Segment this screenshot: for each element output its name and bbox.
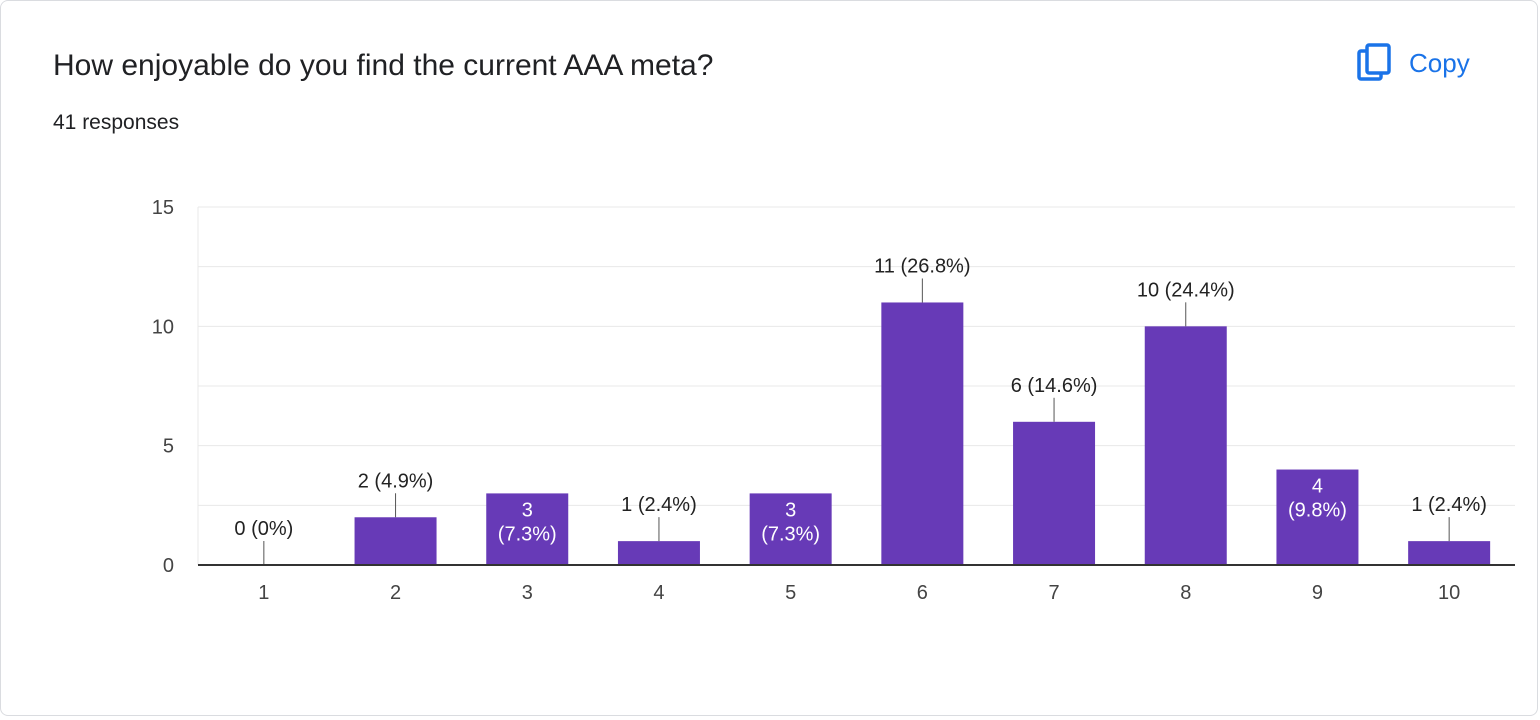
x-tick-label: 1 bbox=[258, 582, 269, 604]
x-tick-label: 6 bbox=[917, 582, 928, 604]
bar bbox=[486, 493, 569, 565]
copy-icon bbox=[1357, 43, 1391, 81]
data-label: 10 (24.4%) bbox=[1137, 279, 1235, 301]
x-tick-label: 3 bbox=[522, 582, 533, 604]
data-label: 0 (0%) bbox=[234, 518, 293, 540]
data-label: 1 (2.4%) bbox=[1411, 494, 1487, 516]
y-tick-label: 5 bbox=[163, 436, 174, 458]
copy-button[interactable]: Copy bbox=[1349, 39, 1478, 87]
data-label: (7.3%) bbox=[761, 523, 820, 545]
bar bbox=[617, 541, 700, 565]
data-label: 3 bbox=[785, 499, 796, 521]
data-label: 11 (26.8%) bbox=[874, 255, 970, 277]
question-title: How enjoyable do you find the current AA… bbox=[53, 49, 714, 82]
y-tick-label: 0 bbox=[163, 555, 174, 577]
data-label: 2 (4.9%) bbox=[358, 470, 434, 492]
data-label: 1 (2.4%) bbox=[621, 494, 697, 516]
bar bbox=[1144, 326, 1227, 565]
data-label: 3 bbox=[522, 499, 533, 521]
x-tick-label: 4 bbox=[653, 582, 664, 604]
x-tick-label: 5 bbox=[785, 582, 796, 604]
x-tick-label: 8 bbox=[1180, 582, 1191, 604]
data-label: (7.3%) bbox=[498, 523, 557, 545]
y-tick-label: 15 bbox=[152, 197, 174, 219]
copy-label: Copy bbox=[1409, 47, 1470, 78]
data-label: 6 (14.6%) bbox=[1011, 375, 1098, 397]
x-tick-label: 2 bbox=[390, 582, 401, 604]
x-tick-label: 9 bbox=[1312, 582, 1323, 604]
y-tick-label: 10 bbox=[152, 316, 174, 338]
x-tick-label: 7 bbox=[1048, 582, 1059, 604]
bar bbox=[881, 302, 964, 565]
bar bbox=[1408, 541, 1491, 565]
x-tick-label: 10 bbox=[1438, 582, 1460, 604]
response-count: 41 responses bbox=[53, 111, 180, 134]
bar bbox=[749, 493, 832, 565]
bar bbox=[354, 517, 437, 565]
data-label: (9.8%) bbox=[1288, 500, 1347, 522]
data-label: 4 bbox=[1312, 476, 1323, 498]
bar bbox=[1013, 421, 1096, 565]
bar bbox=[1276, 469, 1359, 565]
